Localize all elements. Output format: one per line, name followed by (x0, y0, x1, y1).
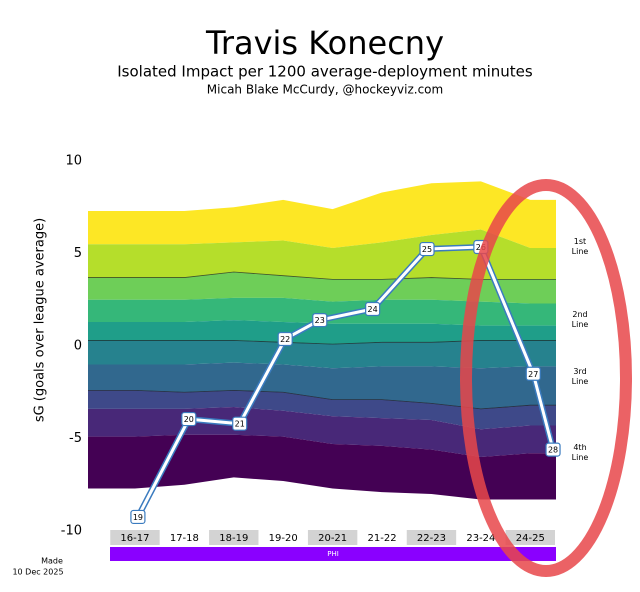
band (88, 320, 556, 345)
line-boundary (88, 340, 556, 345)
line (136, 245, 555, 518)
season-bg (110, 530, 160, 545)
point-box (365, 301, 381, 317)
line-boundary (88, 389, 556, 410)
y-tick-label: -10 (61, 524, 82, 539)
point-label: 21 (235, 420, 245, 429)
y-tick-label: 10 (65, 154, 82, 169)
annotation-ellipse (460, 179, 632, 577)
season-bg (307, 530, 358, 545)
y-tick-label: -5 (69, 431, 82, 446)
x-tick-label: 21-22 (368, 533, 397, 544)
chart-title: Travis Konecny (205, 24, 444, 62)
x-tick-label: 18-19 (219, 533, 248, 544)
band (88, 229, 556, 280)
made-label: Made (41, 557, 63, 566)
band (88, 390, 556, 430)
line-label: 4th Line (571, 443, 589, 462)
point-label: 23 (315, 316, 325, 325)
chart-subtitle: Isolated Impact per 1200 average-deploym… (117, 63, 533, 81)
season-bg (505, 530, 556, 545)
point-box (130, 509, 146, 525)
x-tick-label: 20-21 (318, 533, 347, 544)
point-box (419, 241, 435, 257)
point-label: 22 (280, 335, 290, 344)
season-bg (209, 530, 259, 545)
point-box (277, 331, 293, 347)
point-label: 20 (184, 415, 194, 424)
point-box (312, 313, 328, 328)
line-label: 1st Line (571, 237, 589, 256)
point-box (545, 442, 561, 457)
point-label: 27 (528, 370, 538, 379)
point-label: 24 (368, 305, 378, 314)
x-tick-label: 16-17 (120, 533, 149, 544)
x-tick-label: 24-25 (516, 533, 545, 544)
band (88, 362, 556, 409)
band (88, 434, 556, 500)
point-box (525, 366, 541, 381)
point-label: 25 (422, 245, 432, 254)
season-bg (406, 530, 457, 545)
chart-author: Micah Blake McCurdy, @hockeyviz.com (207, 83, 443, 97)
point-label: 28 (548, 446, 558, 455)
team-label: PHI (327, 550, 339, 558)
y-tick-label: 0 (74, 339, 82, 354)
y-axis-label: sG (goals over league average) (33, 218, 48, 422)
band (88, 181, 556, 248)
x-tick-label: 19-20 (269, 533, 298, 544)
point-box (232, 416, 248, 431)
point-label: 19 (133, 513, 143, 522)
line-label: 2nd Line (571, 310, 589, 329)
x-tick-label: 23-24 (466, 533, 495, 544)
x-tick-label: 17-18 (170, 533, 199, 544)
y-tick-label: 5 (74, 246, 82, 261)
band (88, 340, 556, 369)
band (88, 272, 556, 304)
made-date: 10 Dec 2025 (12, 568, 63, 577)
point-box (181, 411, 197, 427)
line-label: 3rd Line (571, 367, 589, 386)
x-tick-label: 22-23 (417, 533, 446, 544)
band (88, 297, 556, 326)
team-bar (110, 547, 556, 561)
